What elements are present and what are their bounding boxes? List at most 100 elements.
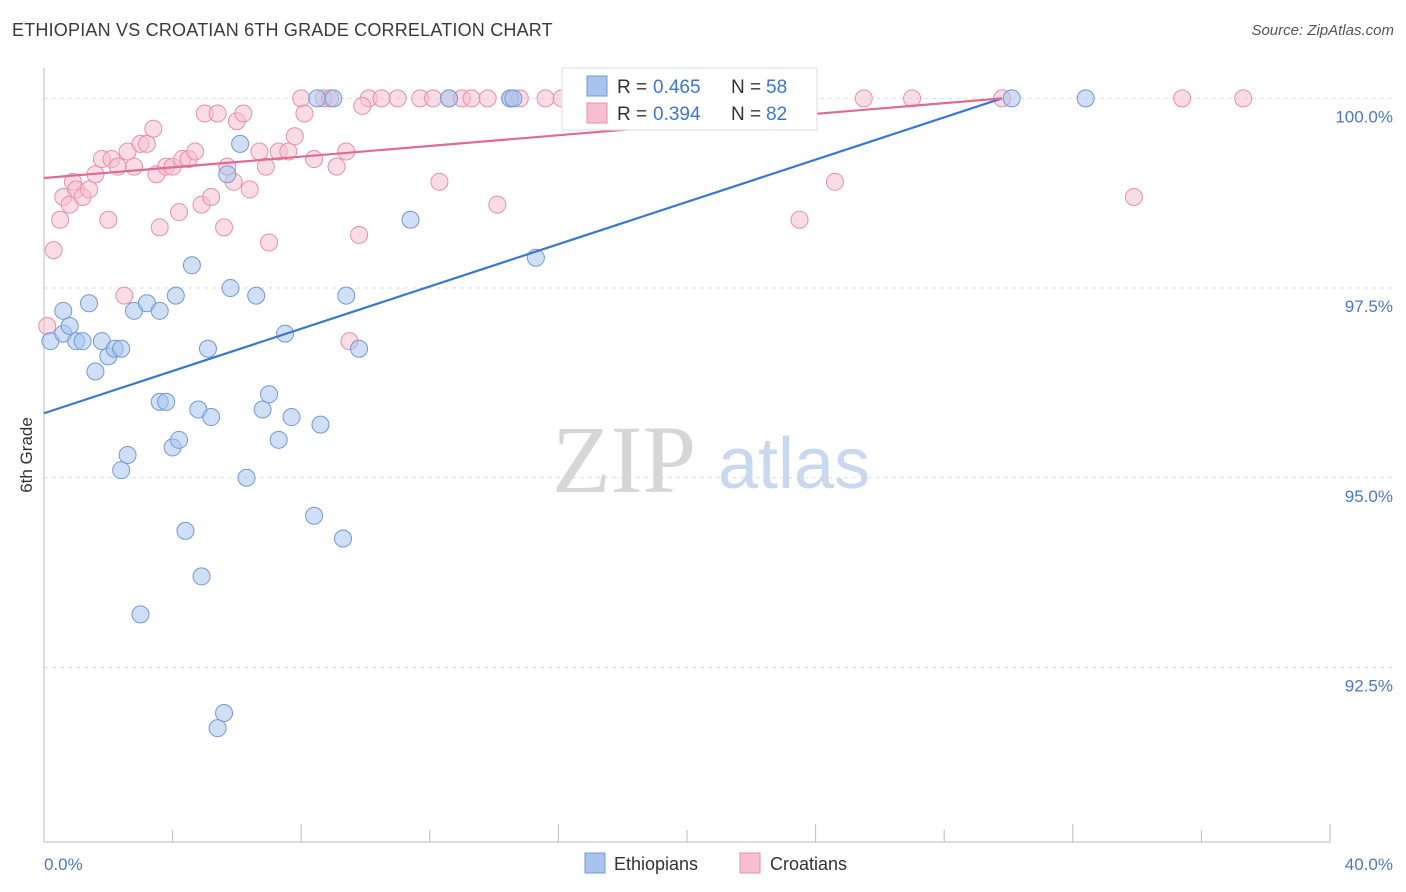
x-tick-label-0: 0.0%: [44, 855, 83, 874]
axes: [43, 68, 1331, 843]
ethiopians-point-33: [231, 134, 250, 153]
watermark-atlas: atlas: [718, 424, 870, 504]
croatians-point-36: [234, 104, 253, 123]
croatians-point-37: [240, 180, 259, 199]
ethiopians-points: [41, 89, 1095, 738]
ethiopians-point-38: [269, 430, 288, 449]
legend-r-value-1: 0.465: [653, 77, 701, 98]
legend-swatch-ethiopians: [586, 75, 608, 97]
croatians-point-62: [478, 89, 497, 108]
legend-n-value-2: 82: [766, 104, 787, 125]
croatians-point-40: [260, 233, 279, 252]
ethiopians-point-2: [54, 301, 73, 320]
y-tick-label-2: 95.0%: [1345, 487, 1393, 506]
bottom-legend-ethiopians: Ethiopians: [614, 854, 698, 874]
ethiopians-point-51: [504, 89, 523, 108]
legend-r-label-2: R =: [617, 104, 647, 125]
ethiopians-point-28: [202, 408, 221, 427]
watermark: ZIP atlas: [552, 406, 870, 513]
ethiopians-point-21: [166, 286, 185, 305]
ethiopians-point-35: [247, 286, 266, 305]
ethiopians-point-24: [182, 256, 201, 275]
croatians-point-80: [353, 96, 372, 115]
croatians-point-11: [99, 210, 118, 229]
bottom-legend-croatians: Croatians: [770, 854, 847, 874]
ethiopians-point-49: [440, 89, 459, 108]
croatians-point-57: [424, 89, 443, 108]
ethiopians-point-54: [1002, 89, 1021, 108]
ethiopians-point-11: [112, 339, 131, 358]
croatians-point-19: [144, 119, 163, 138]
ethiopians-point-34: [237, 468, 256, 487]
croatians-point-79: [1234, 89, 1253, 108]
croatians-point-49: [327, 157, 346, 176]
ethiopians-point-32: [218, 165, 237, 184]
ethiopians-point-48: [401, 210, 420, 229]
croatians-point-8: [80, 180, 99, 199]
ethiopians-point-30: [215, 704, 234, 722]
ethiopians-point-41: [305, 506, 324, 525]
ethiopians-point-36: [253, 400, 272, 419]
croatians-point-38: [250, 142, 269, 161]
ethiopians-point-45: [333, 529, 352, 548]
croatians-point-45: [295, 104, 314, 123]
ethiopians-point-7: [86, 362, 105, 381]
ethiopians-point-3: [60, 317, 79, 335]
ethiopians-point-12: [112, 461, 131, 480]
ethiopians-point-55: [1076, 89, 1095, 108]
legend-r-label-1: R =: [617, 77, 647, 98]
watermark-zip: ZIP: [552, 406, 696, 513]
croatians-point-52: [350, 225, 369, 244]
ethiopians-trend-line: [43, 97, 1003, 415]
croatians-point-2: [51, 210, 70, 229]
source-text: Source: ZipAtlas.com: [1251, 22, 1394, 39]
y-axis-title: 6th Grade: [17, 417, 36, 493]
y-tick-label-1: 97.5%: [1345, 297, 1393, 316]
croatians-point-16: [125, 157, 144, 176]
croatians-point-44: [292, 89, 311, 108]
chart-title: ETHIOPIAN VS CROATIAN 6TH GRADE CORRELAT…: [12, 20, 553, 40]
tick-labels: 100.0% 97.5% 95.0% 92.5% 0.0% 40.0%: [44, 107, 1393, 874]
croatians-point-18: [137, 134, 156, 153]
source-credit: Source: ZipAtlas.com: [1251, 22, 1394, 39]
croatians-trend-line: [43, 97, 1003, 180]
ethiopians-point-44: [324, 89, 343, 108]
ethiopians-point-23: [176, 521, 195, 540]
croatians-point-55: [388, 89, 407, 108]
legend-n-label-2: N =: [731, 104, 761, 125]
croatians-point-73: [825, 172, 844, 191]
croatians-point-43: [285, 127, 304, 146]
ethiopians-point-6: [80, 294, 99, 313]
croatians-point-54: [372, 89, 391, 108]
ethiopians-point-19: [157, 392, 176, 411]
croatians-point-58: [430, 172, 449, 191]
croatians-point-31: [208, 104, 227, 123]
croatians-point-24: [170, 203, 189, 222]
ethiopians-point-17: [150, 301, 169, 320]
croatians-point-39: [256, 157, 275, 176]
croatians-point-27: [186, 142, 205, 161]
ethiopians-point-47: [350, 339, 369, 358]
croatians-point-32: [215, 218, 234, 237]
ethiopians-point-40: [282, 408, 301, 427]
legend-swatch-croatians: [586, 102, 608, 124]
y-tick-label-0: 100.0%: [1335, 107, 1393, 126]
ethiopians-point-5: [73, 332, 92, 351]
ethiopians-point-13: [118, 446, 137, 464]
bottom-legend-swatch-ethiopians: [584, 852, 606, 874]
croatians-point-77: [1124, 188, 1143, 206]
legend-n-value-1: 58: [766, 77, 787, 98]
croatians-point-72: [790, 210, 809, 229]
ethiopians-point-46: [337, 286, 356, 305]
ethiopians-point-37: [260, 385, 279, 404]
ethiopians-point-26: [192, 567, 211, 586]
legend: R = 0.465 N = 58 R = 0.394 N = 82: [561, 67, 818, 131]
croatians-point-63: [488, 195, 507, 214]
ethiopians-point-42: [308, 89, 327, 108]
ethiopians-point-31: [221, 279, 240, 298]
croatians-point-46: [305, 150, 324, 169]
ethiopians-point-29: [208, 719, 227, 738]
legend-n-label-1: N =: [731, 77, 761, 98]
croatians-point-78: [1173, 89, 1192, 108]
